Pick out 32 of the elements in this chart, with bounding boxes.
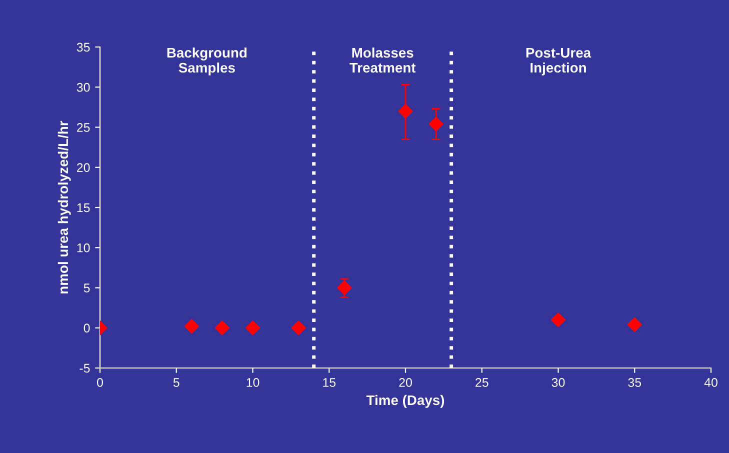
y-tick-label: 25 — [77, 123, 90, 132]
point — [428, 116, 444, 132]
x-axis-title: Time (Days) — [366, 394, 444, 408]
point — [214, 320, 230, 336]
y-tick-label: 0 — [84, 324, 90, 333]
point — [291, 320, 306, 336]
point — [550, 312, 566, 328]
annotation: Molasses Treatment — [350, 47, 416, 73]
y-tick-label: 35 — [76, 42, 90, 52]
y-tick-label: 15 — [77, 203, 90, 212]
x-tick-label: 0 — [97, 378, 103, 387]
x-tick-label: 10 — [246, 378, 260, 387]
y-tick-label: 20 — [77, 163, 90, 172]
x-tick-label: 5 — [173, 378, 180, 387]
x-tick-label: 30 — [552, 378, 565, 387]
point — [184, 318, 199, 334]
point — [245, 320, 260, 336]
y-axis-title: nmol urea hydrolyzed/L/hr — [58, 120, 71, 294]
y-tick-label: -5 — [80, 364, 90, 373]
x-tick-label: 25 — [476, 378, 488, 387]
y-tick-label: 5 — [84, 284, 90, 292]
point — [337, 280, 352, 296]
x-tick-label: 15 — [323, 378, 336, 387]
y-tick-label: 10 — [77, 243, 90, 252]
x-tick-label: 20 — [399, 378, 412, 387]
point — [398, 104, 413, 118]
annotation: Post-Urea Injection — [526, 48, 592, 76]
y-tick-label: 30 — [76, 82, 90, 92]
x-tick-label: 40 — [704, 378, 718, 387]
annotation: Background Samples — [167, 47, 247, 76]
point — [627, 317, 642, 332]
x-tick-label: 35 — [628, 378, 642, 387]
